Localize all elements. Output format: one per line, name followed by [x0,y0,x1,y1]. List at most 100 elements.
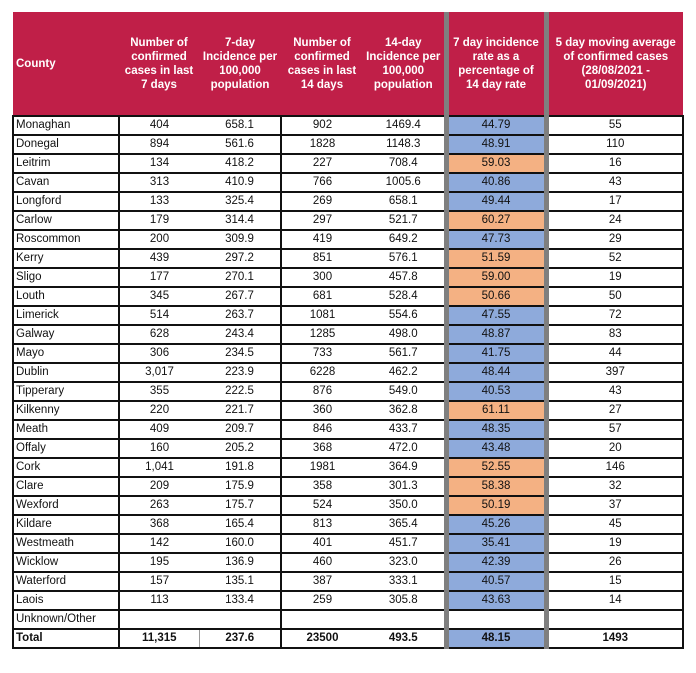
cell-cases-14day: 733 [281,343,363,363]
cell-moving-average: 19 [546,533,684,553]
cell-county: Leitrim [12,153,120,173]
table-row: Louth 345 267.7 681 528.4 50.66 50 [12,286,684,306]
header-moving-average: 5 day moving average of confirmed cases … [546,12,683,116]
table-row: Limerick 514 263.7 1081 554.6 47.55 72 [12,305,684,325]
cell-moving-average: 83 [546,324,684,344]
cell-incidence-7day: 270.1 [199,267,282,287]
cell-cases-7day: 306 [119,343,199,363]
cell-county: Meath [12,419,120,439]
cell-cases-14day: 681 [281,286,363,306]
cell-moving-average: 17 [546,191,684,211]
cell-incidence-7day: 243.4 [199,324,282,344]
cell-percentage: 48.87 [443,324,549,344]
cell-county: Kilkenny [12,400,120,420]
cell-cases-7day: 134 [119,153,199,173]
cell-cases-14day: 1828 [281,134,363,154]
cell-cases-14day: 6228 [281,362,363,382]
cell-moving-average: 15 [546,571,684,591]
cell-incidence-7day: 205.2 [199,438,282,458]
cell-incidence-7day: 135.1 [199,571,282,591]
header-cases-7day: Number of confirmed cases in last 7 days [119,12,199,116]
cell-incidence-14day: 451.7 [363,533,446,553]
cell-incidence-14day: 521.7 [363,210,446,230]
cell-incidence-14day: 457.8 [363,267,446,287]
cell-cases-7day: 514 [119,305,199,325]
cell-incidence-14day: 305.8 [363,590,446,610]
cell-incidence-7day: 209.7 [199,419,282,439]
cell-percentage: 60.27 [443,210,549,230]
cell-percentage: 49.44 [443,191,549,211]
table-row: Sligo 177 270.1 300 457.8 59.00 19 [12,267,684,287]
cell-county: Westmeath [12,533,120,553]
cell-county: Kerry [12,248,120,268]
cell-percentage: 51.59 [443,248,549,268]
cell-moving-average: 26 [546,552,684,572]
cell-incidence-7day: 658.1 [199,115,282,135]
table-row: Mayo 306 234.5 733 561.7 41.75 44 [12,343,684,363]
cell-incidence-7day: 234.5 [199,343,282,363]
cell-incidence-7day: 314.4 [199,210,282,230]
cell-moving-average: 20 [546,438,684,458]
cell-cases-7day: 209 [119,476,199,496]
cell-moving-average: 43 [546,381,684,401]
cell-incidence-14day: 549.0 [363,381,446,401]
cell-percentage: 47.55 [443,305,549,325]
cell-county: Louth [12,286,120,306]
cell-incidence-7day: 175.7 [199,495,282,515]
cell-cases-14day: 269 [281,191,363,211]
cell-moving-average: 14 [546,590,684,610]
cell-incidence-7day: 165.4 [199,514,282,534]
cell-cases-14day: 460 [281,552,363,572]
table-row: Clare 209 175.9 358 301.3 58.38 32 [12,476,684,496]
cell-county: Wicklow [12,552,120,572]
cell-moving-average: 16 [546,153,684,173]
cell-incidence-14day: 462.2 [363,362,446,382]
table-row: Donegal 894 561.6 1828 1148.3 48.91 110 [12,134,684,154]
cell-incidence-7day: 410.9 [199,172,282,192]
cell-incidence-7day: 223.9 [199,362,282,382]
cell-cases-7day: 160 [119,438,199,458]
table-row: Carlow 179 314.4 297 521.7 60.27 24 [12,210,684,230]
cell-incidence-7day: 237.6 [198,628,282,649]
cell-incidence-14day: 708.4 [363,153,446,173]
cell-percentage: 59.00 [443,267,549,287]
cell-county: Carlow [12,210,120,230]
cell-incidence-7day: 263.7 [199,305,282,325]
cell-incidence-14day: 1005.6 [363,172,446,192]
cell-incidence-14day: 576.1 [363,248,446,268]
cell-incidence-7day: 175.9 [199,476,282,496]
cell-incidence-14day: 433.7 [363,419,446,439]
cell-incidence-14day: 362.8 [363,400,446,420]
header-row: County Number of confirmed cases in last… [13,12,683,116]
cell-moving-average: 146 [546,457,684,477]
cell-percentage: 48.91 [443,134,549,154]
cell-cases-7day: 439 [119,248,199,268]
cell-incidence-14day [363,609,446,629]
cell-cases-14day: 300 [281,267,363,287]
cell-incidence-14day: 554.6 [363,305,446,325]
cell-cases-7day: 368 [119,514,199,534]
cell-incidence-14day: 658.1 [363,191,446,211]
cell-county: Cork [12,457,120,477]
cell-percentage: 35.41 [443,533,549,553]
cell-cases-14day: 387 [281,571,363,591]
cell-cases-7day: 177 [119,267,199,287]
cell-percentage: 58.38 [443,476,549,496]
cell-moving-average: 397 [546,362,684,382]
cell-percentage [443,609,549,629]
table-row: Wicklow 195 136.9 460 323.0 42.39 26 [12,552,684,572]
table-row: Galway 628 243.4 1285 498.0 48.87 83 [12,324,684,344]
cell-county: Total [12,628,120,649]
table-row: Cavan 313 410.9 766 1005.6 40.86 43 [12,172,684,192]
cell-county: Limerick [12,305,120,325]
cell-cases-14day: 227 [281,153,363,173]
total-row: Total 11,315 237.6 23500 493.5 48.15 1493 [12,628,684,649]
table-row: Cork 1,041 191.8 1981 364.9 52.55 146 [12,457,684,477]
cell-incidence-7day: 191.8 [199,457,282,477]
cell-cases-7day: 133 [119,191,199,211]
cell-county: Monaghan [12,115,120,135]
cell-county: Waterford [12,571,120,591]
table-row: Westmeath 142 160.0 401 451.7 35.41 19 [12,533,684,553]
cell-percentage: 48.44 [443,362,549,382]
table-row: Monaghan 404 658.1 902 1469.4 44.79 55 [12,115,684,135]
